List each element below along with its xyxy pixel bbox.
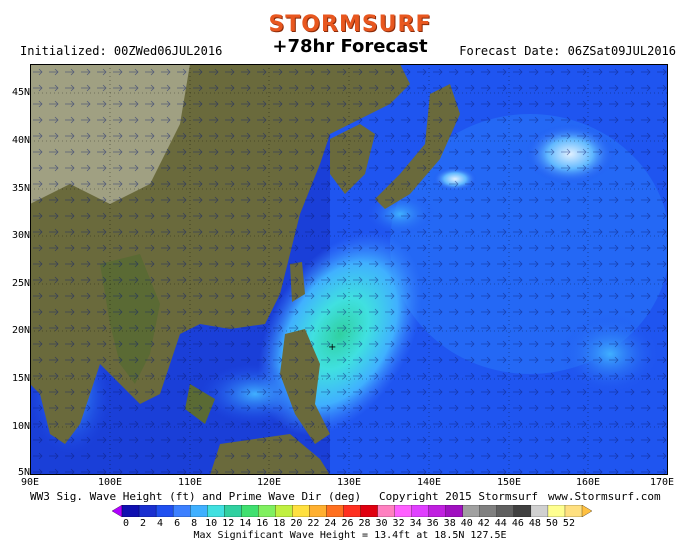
initialized-text: Initialized: 00ZWed06JUL2016 (20, 44, 223, 58)
scale-label: 38 (443, 518, 456, 529)
scale-swatch (479, 505, 498, 517)
scale-swatch (309, 505, 328, 517)
lat-label: 10N (11, 421, 30, 432)
forecast-title: +78hr Forecast (272, 36, 428, 57)
scale-label: 24 (324, 518, 337, 529)
scale-swatch (496, 505, 515, 517)
scale-label: 6 (174, 518, 181, 529)
website-text: www.Stormsurf.com (548, 490, 661, 503)
lon-label: 160E (575, 477, 601, 488)
scale-label: 12 (222, 518, 235, 529)
lat-label: 35N (11, 183, 30, 194)
lat-label: 20N (11, 325, 30, 336)
lon-label: 110E (177, 477, 203, 488)
scale-label: 36 (426, 518, 439, 529)
scale-label: 42 (477, 518, 490, 529)
scale-swatch (326, 505, 345, 517)
scale-swatch (530, 505, 549, 517)
scale-swatch (581, 505, 592, 517)
scale-swatch (394, 505, 413, 517)
scale-label: 48 (528, 518, 541, 529)
scale-swatch (513, 505, 532, 517)
lat-label: 45N (11, 87, 30, 98)
scale-label: 18 (273, 518, 286, 529)
lon-label: 100E (97, 477, 123, 488)
scale-swatch (445, 505, 464, 517)
scale-swatch (172, 505, 191, 517)
scale-swatch (138, 505, 157, 517)
lon-label: 140E (416, 477, 442, 488)
scale-swatch (241, 505, 259, 517)
scale-swatch (428, 505, 447, 517)
scale-label: 44 (494, 518, 507, 529)
lat-lon-grid (30, 64, 668, 475)
scale-swatch (292, 505, 311, 517)
scale-swatch (112, 505, 123, 517)
scale-label: 30 (375, 518, 388, 529)
scale-label: 32 (392, 518, 405, 529)
scale-label: 16 (256, 518, 269, 529)
lon-label: 150E (496, 477, 522, 488)
lat-label: 40N (11, 135, 30, 146)
scale-label: 2 (140, 518, 147, 529)
scale-label: 52 (562, 518, 575, 529)
scale-swatch (189, 505, 208, 517)
scale-swatch (547, 505, 566, 517)
scale-label: 46 (511, 518, 524, 529)
scale-label: 22 (307, 518, 320, 529)
scale-swatch (343, 505, 362, 517)
scale-swatch (121, 505, 140, 517)
max-wave-marker: + (328, 342, 336, 353)
lon-label: 120E (256, 477, 282, 488)
brand-logo: STORMSURF (268, 12, 432, 37)
scale-label: 26 (341, 518, 354, 529)
color-scale-bar (112, 505, 592, 517)
lon-label: 170E (649, 477, 675, 488)
lat-label: 5N (17, 467, 30, 478)
lat-label: 30N (11, 230, 30, 241)
scale-swatch (155, 505, 174, 517)
scale-swatch (564, 505, 583, 517)
forecast-date-text: Forecast Date: 06ZSat09JUL2016 (459, 44, 676, 58)
scale-label: 10 (205, 518, 218, 529)
scale-swatch (462, 505, 481, 517)
lat-label: 15N (11, 373, 30, 384)
scale-label: 0 (122, 518, 130, 529)
scale-label: 34 (409, 518, 422, 529)
scale-label: 8 (191, 518, 198, 529)
scale-swatch (411, 505, 430, 517)
scale-swatch (360, 505, 379, 517)
scale-swatch (207, 505, 225, 517)
lat-label: 25N (11, 278, 30, 289)
scale-label: 20 (290, 518, 303, 529)
scale-label: 4 (157, 518, 164, 529)
scale-label: 14 (239, 518, 252, 529)
scale-label: 40 (460, 518, 473, 529)
lon-label: 90E (20, 477, 40, 488)
scale-label: 28 (358, 518, 371, 529)
scale-swatch (224, 505, 242, 517)
scale-swatch (258, 505, 276, 517)
scale-label: 50 (545, 518, 558, 529)
map-description: WW3 Sig. Wave Height (ft) and Prime Wave… (30, 490, 362, 503)
scale-swatch (275, 505, 294, 517)
wave-height-map: + (30, 64, 668, 475)
copyright-text: Copyright 2015 Stormsurf (379, 490, 538, 503)
max-wave-height-text: Max Significant Wave Height = 13.4ft at … (193, 530, 507, 541)
scale-swatch (377, 505, 396, 517)
lon-label: 130E (336, 477, 362, 488)
